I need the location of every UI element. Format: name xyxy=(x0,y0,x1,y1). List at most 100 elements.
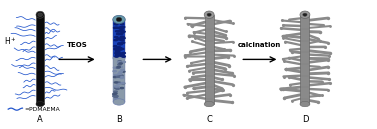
Bar xyxy=(113,19,125,59)
Ellipse shape xyxy=(113,15,125,24)
Circle shape xyxy=(117,83,120,85)
Circle shape xyxy=(120,24,124,25)
Circle shape xyxy=(115,96,118,97)
Circle shape xyxy=(120,55,124,56)
Circle shape xyxy=(117,54,121,55)
Circle shape xyxy=(122,31,125,32)
Circle shape xyxy=(118,61,121,62)
Circle shape xyxy=(113,67,117,68)
Circle shape xyxy=(119,53,122,54)
Circle shape xyxy=(117,82,121,83)
Circle shape xyxy=(118,43,121,44)
Circle shape xyxy=(121,83,125,84)
Circle shape xyxy=(120,48,124,50)
Circle shape xyxy=(122,53,126,54)
Circle shape xyxy=(118,73,121,74)
Circle shape xyxy=(120,30,123,31)
Circle shape xyxy=(116,67,120,68)
Circle shape xyxy=(120,87,124,89)
Circle shape xyxy=(117,66,120,68)
Text: H$^+$: H$^+$ xyxy=(5,36,17,47)
Circle shape xyxy=(120,33,123,34)
Circle shape xyxy=(122,38,125,39)
Text: TEOS: TEOS xyxy=(67,42,87,48)
Text: calcination: calcination xyxy=(238,42,282,48)
Circle shape xyxy=(120,27,124,28)
Circle shape xyxy=(118,47,121,48)
Circle shape xyxy=(114,82,118,83)
Circle shape xyxy=(116,76,120,77)
Circle shape xyxy=(117,47,120,48)
Circle shape xyxy=(118,74,121,75)
Circle shape xyxy=(115,51,119,52)
Circle shape xyxy=(113,95,116,97)
Text: D: D xyxy=(302,115,308,124)
Circle shape xyxy=(116,75,120,76)
Circle shape xyxy=(118,44,121,45)
Circle shape xyxy=(117,31,120,32)
Circle shape xyxy=(113,76,117,78)
Circle shape xyxy=(117,62,121,63)
Ellipse shape xyxy=(113,99,125,105)
Text: A: A xyxy=(37,115,43,124)
Circle shape xyxy=(120,77,123,78)
Ellipse shape xyxy=(36,11,44,18)
Ellipse shape xyxy=(207,13,211,16)
Circle shape xyxy=(113,46,117,47)
Circle shape xyxy=(115,87,118,88)
Circle shape xyxy=(119,71,123,72)
Text: =PDMAEMA: =PDMAEMA xyxy=(24,107,60,112)
Circle shape xyxy=(115,31,119,32)
Circle shape xyxy=(122,56,125,57)
Circle shape xyxy=(116,86,120,87)
Circle shape xyxy=(116,51,120,52)
Circle shape xyxy=(122,61,126,63)
Circle shape xyxy=(119,44,123,45)
Circle shape xyxy=(115,22,118,23)
Circle shape xyxy=(122,71,125,72)
Ellipse shape xyxy=(36,102,44,107)
Bar xyxy=(205,15,214,104)
Ellipse shape xyxy=(300,101,310,107)
Circle shape xyxy=(115,27,119,28)
Circle shape xyxy=(120,40,124,41)
Circle shape xyxy=(117,27,121,29)
Circle shape xyxy=(115,53,118,54)
Circle shape xyxy=(114,96,118,97)
Circle shape xyxy=(120,75,123,76)
Circle shape xyxy=(114,93,117,94)
Circle shape xyxy=(116,39,120,40)
Circle shape xyxy=(119,49,122,50)
Circle shape xyxy=(115,37,118,38)
Bar xyxy=(36,15,44,104)
Ellipse shape xyxy=(38,13,42,17)
Circle shape xyxy=(121,69,124,70)
Circle shape xyxy=(118,38,121,39)
Text: C: C xyxy=(206,115,212,124)
Circle shape xyxy=(116,88,119,89)
Circle shape xyxy=(116,33,120,35)
Circle shape xyxy=(118,33,121,35)
Circle shape xyxy=(120,76,123,77)
Circle shape xyxy=(118,48,122,49)
Circle shape xyxy=(122,56,125,57)
Circle shape xyxy=(121,82,124,84)
Ellipse shape xyxy=(300,11,310,18)
Circle shape xyxy=(114,86,117,87)
Bar xyxy=(113,57,125,102)
Circle shape xyxy=(115,55,119,56)
Ellipse shape xyxy=(116,17,122,22)
Circle shape xyxy=(114,91,117,92)
Ellipse shape xyxy=(204,101,214,107)
Circle shape xyxy=(120,28,123,29)
Circle shape xyxy=(114,23,118,24)
Circle shape xyxy=(118,64,121,65)
Ellipse shape xyxy=(303,13,307,16)
Circle shape xyxy=(113,27,117,28)
Circle shape xyxy=(119,66,123,67)
Circle shape xyxy=(121,32,124,33)
Circle shape xyxy=(113,94,116,95)
Circle shape xyxy=(115,24,118,25)
Circle shape xyxy=(115,98,118,99)
Circle shape xyxy=(114,39,117,41)
